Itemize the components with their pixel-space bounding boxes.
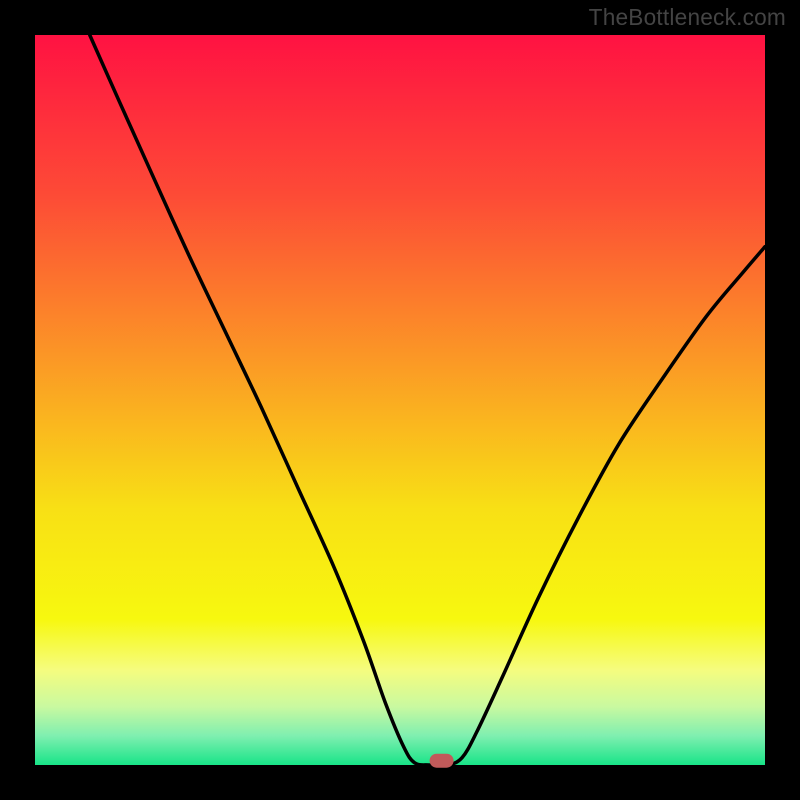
chart-stage: TheBottleneck.com	[0, 0, 800, 800]
watermark-label: TheBottleneck.com	[589, 4, 786, 31]
curve-path	[90, 35, 765, 766]
plot-area	[35, 35, 765, 765]
value-marker	[429, 753, 454, 768]
bottleneck-curve	[35, 35, 765, 765]
